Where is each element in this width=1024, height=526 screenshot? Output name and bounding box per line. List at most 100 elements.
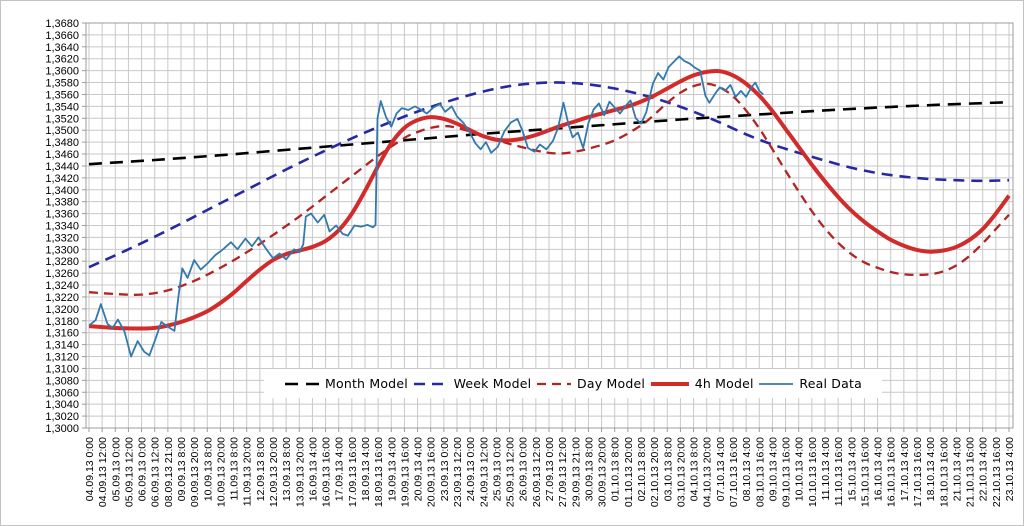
x-tick-label: 02.10.13 20:00 [649, 437, 661, 507]
legend-label-day-model: Day Model [577, 376, 646, 391]
x-tick-label: 07.10.13 4:00 [715, 437, 727, 501]
x-tick-label: 09.09.13 8:00 [176, 437, 188, 501]
x-tick-label: 04.09.13 12:00 [97, 437, 109, 507]
x-tick-label: 11.10.13 16:00 [833, 437, 845, 506]
x-tick-label: 24.09.13 12:00 [478, 437, 490, 507]
x-tick-label: 06.09.13 12:00 [150, 437, 162, 507]
x-tick-label: 05.09.13 0:00 [110, 437, 122, 501]
x-tick-label: 30.09.13 8:00 [583, 437, 595, 501]
x-tick-label: 02.10.13 8:00 [636, 437, 648, 501]
x-tick-label: 17.09.13 16:00 [347, 437, 359, 507]
y-tick-label: 1,3200 [45, 304, 79, 316]
x-tick-label: 20.09.13 4:00 [413, 437, 425, 501]
y-tick-label: 1,3420 [45, 173, 79, 185]
x-tick-label: 10.09.13 20:00 [215, 437, 227, 507]
x-tick-label: 13.09.13 8:00 [281, 437, 293, 501]
x-tick-label: 16.09.13 16:00 [321, 437, 333, 507]
y-tick-label: 1,3500 [45, 125, 79, 137]
x-tick-label: 11.10.13 4:00 [820, 437, 832, 501]
x-tick-label: 16.10.13 4:00 [873, 437, 885, 501]
series-real-data [88, 55, 764, 358]
legend-item-week-model: Week Model [413, 376, 532, 391]
x-tick-label: 10.09.13 8:00 [202, 437, 214, 501]
y-tick-label: 1,3680 [45, 18, 79, 30]
legend-line-4h-model-icon [650, 381, 689, 386]
y-tick-label: 1,3480 [45, 137, 79, 149]
x-tick-label: 18.09.13 16:00 [373, 437, 385, 507]
x-tick-label: 17.10.13 16:00 [912, 437, 924, 507]
x-tick-label: 19.09.13 4:00 [386, 437, 398, 501]
y-tick-label: 1,3440 [45, 161, 79, 173]
x-tick-label: 15.10.13 16:00 [859, 437, 871, 507]
x-tick-label: 27.09.13 0:00 [544, 437, 556, 501]
y-tick-label: 1,3060 [45, 387, 79, 399]
legend-label-4h-model: 4h Model [694, 376, 754, 391]
x-tick-label: 08.10.13 16:00 [754, 437, 766, 507]
x-tick-label: 16.09.13 4:00 [307, 437, 319, 501]
x-tick-label: 29.09.13 21:00 [570, 437, 582, 507]
y-tick-label: 1,3240 [45, 280, 79, 292]
y-tick-label: 1,3300 [45, 244, 79, 256]
x-tick-label: 26.09.13 0:00 [518, 437, 530, 501]
x-tick-label: 24.09.13 0:00 [465, 437, 477, 501]
x-tick-label: 01.10.13 20:00 [623, 437, 635, 507]
x-tick-label: 13.09.13 20:00 [294, 437, 306, 507]
legend-label-month-model: Month Model [325, 376, 408, 391]
x-tick-label: 04.10.13 20:00 [702, 437, 714, 507]
x-tick-label: 06.09.13 0:00 [137, 437, 149, 501]
x-tick-label: 09.10.13 4:00 [767, 437, 779, 501]
y-tick-label: 1,3320 [45, 232, 79, 244]
legend-line-real-data-icon [759, 382, 794, 385]
y-tick-label: 1,3460 [45, 149, 79, 161]
y-tick-label: 1,3380 [45, 197, 79, 209]
x-tick-label: 03.10.13 8:00 [662, 437, 674, 501]
x-tick-label: 23.09.13 12:00 [452, 437, 464, 507]
x-tick-label: 27.09.13 12:00 [557, 437, 569, 507]
x-tick-label: 07.10.13 16:00 [728, 437, 740, 507]
x-tick-label: 04.10.13 8:00 [689, 437, 701, 501]
x-tick-label: 26.09.13 12:00 [531, 437, 543, 507]
x-tick-label: 10.10.13 4:00 [794, 437, 806, 501]
y-tick-label: 1,3660 [45, 30, 79, 42]
x-tick-label: 18.10.13 4:00 [925, 437, 937, 501]
y-tick-label: 1,3180 [45, 316, 79, 328]
legend-line-month-model-icon [285, 382, 319, 385]
x-tick-label: 12.09.13 20:00 [268, 437, 280, 507]
x-tick-label: 19.09.13 16:00 [399, 437, 411, 507]
series-day-model [88, 82, 1010, 296]
x-tick-label: 04.09.13 0:00 [84, 437, 96, 501]
series-week-model [88, 81, 1010, 269]
legend-label-week-model: Week Model [453, 376, 532, 391]
x-tick-label: 09.09.13 20:00 [189, 437, 201, 507]
y-tick-label: 1,3560 [45, 89, 79, 101]
y-tick-label: 1,3520 [45, 113, 79, 125]
x-tick-label: 03.10.13 20:00 [675, 437, 687, 507]
x-tick-label: 17.09.13 4:00 [334, 437, 346, 501]
x-tick-label: 11.09.13 20:00 [242, 437, 254, 506]
x-tick-label: 09.10.13 16:00 [781, 437, 793, 507]
x-tick-label: 15.10.13 4:00 [846, 437, 858, 501]
x-tick-label: 11.09.13 8:00 [229, 437, 241, 501]
y-tick-label: 1,3580 [45, 78, 79, 90]
y-tick-label: 1,3400 [45, 185, 79, 197]
x-tick-label: 25.09.13 0:00 [491, 437, 503, 501]
legend-item-month-model: Month Model [284, 376, 408, 391]
series-month-model [88, 100, 1010, 166]
x-tick-label: 22.10.13 16:00 [991, 437, 1003, 507]
x-tick-label: 23.10.13 4:00 [1004, 437, 1016, 501]
x-tick-label: 12.09.13 8:00 [255, 437, 267, 501]
y-tick-label: 1,3220 [45, 292, 79, 304]
x-tick-label: 18.09.13 4:00 [360, 437, 372, 501]
x-tick-label: 08.09.13 21:00 [163, 437, 175, 507]
legend-item-real-data: Real Data [758, 376, 862, 391]
x-tick-label: 21.10.13 16:00 [965, 437, 977, 507]
y-tick-label: 1,3000 [45, 423, 79, 435]
y-tick-label: 1,3040 [45, 399, 79, 411]
x-tick-label: 30.09.13 20:00 [597, 437, 609, 507]
x-tick-label: 10.10.13 16:00 [807, 437, 819, 507]
legend-line-week-model-icon [413, 382, 448, 385]
x-tick-label: 01.10.13 8:00 [610, 437, 622, 501]
x-tick-label: 16.10.13 16:00 [886, 437, 898, 507]
